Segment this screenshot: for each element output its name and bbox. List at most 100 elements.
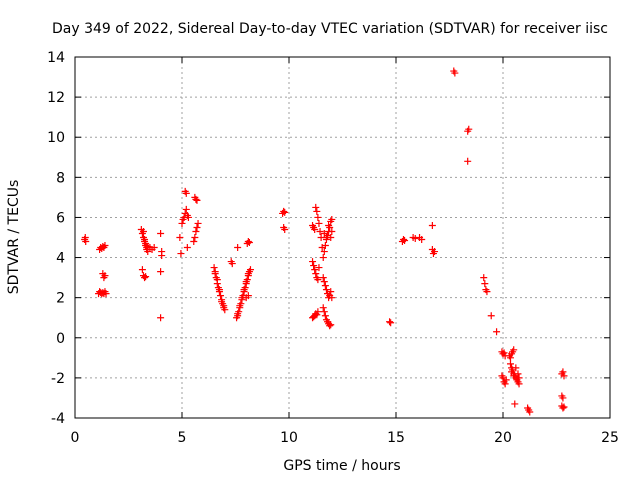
data-point	[315, 219, 323, 227]
data-point	[211, 268, 219, 276]
data-point	[500, 349, 508, 357]
data-point	[386, 318, 394, 326]
data-point	[234, 310, 242, 318]
data-point	[320, 308, 328, 316]
y-tick-label: 8	[56, 170, 65, 186]
data-point	[310, 262, 318, 270]
data-point	[319, 274, 327, 282]
data-point	[319, 254, 327, 262]
data-point	[218, 298, 226, 306]
data-point	[559, 394, 567, 402]
data-point	[508, 368, 516, 376]
data-point	[221, 306, 229, 314]
data-point	[502, 376, 510, 384]
data-point	[510, 346, 518, 354]
data-point	[280, 207, 288, 215]
data-point	[312, 203, 320, 211]
data-point	[191, 234, 199, 241]
data-point	[321, 312, 329, 320]
x-tick-label: 15	[387, 430, 405, 446]
data-point	[328, 215, 336, 223]
data-point	[240, 286, 248, 294]
data-point	[183, 244, 191, 252]
data-point	[515, 380, 523, 388]
data-point	[215, 286, 223, 294]
data-point	[399, 236, 407, 244]
data-point	[193, 196, 201, 204]
data-point	[559, 404, 567, 412]
data-point	[315, 264, 323, 272]
x-tick-label: 0	[71, 430, 80, 446]
data-point	[245, 239, 253, 247]
data-point	[320, 248, 328, 256]
data-point	[559, 368, 567, 376]
data-point	[314, 308, 322, 316]
data-point	[312, 270, 320, 278]
data-point	[244, 270, 252, 278]
x-tick-label: 20	[494, 430, 512, 446]
data-point	[322, 286, 330, 294]
data-point	[510, 372, 518, 380]
data-point	[514, 370, 522, 378]
data-point	[182, 189, 190, 197]
data-point	[184, 213, 192, 221]
data-point	[311, 225, 319, 233]
data-point	[190, 238, 198, 246]
y-tick-label: 14	[47, 50, 65, 66]
data-point	[138, 266, 146, 274]
data-point	[192, 227, 200, 235]
data-point	[242, 278, 250, 286]
data-point	[281, 208, 289, 216]
data-point	[506, 354, 514, 362]
data-point	[142, 273, 150, 281]
data-point	[428, 221, 436, 229]
data-point	[220, 302, 228, 310]
data-point	[193, 223, 201, 231]
data-point	[480, 274, 488, 282]
data-point	[82, 238, 90, 246]
data-point	[501, 380, 509, 388]
data-point	[325, 221, 333, 229]
data-point	[157, 314, 165, 322]
data-point	[102, 290, 110, 298]
data-point	[141, 236, 149, 244]
x-tick-label: 25	[601, 430, 619, 446]
data-point	[217, 292, 225, 300]
data-point	[177, 250, 185, 258]
data-point	[139, 227, 147, 235]
data-point	[515, 374, 523, 382]
data-point	[236, 302, 244, 310]
data-point	[451, 69, 459, 77]
data-point	[483, 288, 491, 296]
data-point	[210, 264, 218, 272]
data-point	[101, 272, 109, 280]
plot-border	[74, 56, 611, 419]
data-point	[465, 125, 473, 133]
data-point	[141, 274, 149, 282]
data-point	[431, 248, 439, 256]
data-point	[493, 328, 501, 336]
data-point	[526, 408, 534, 416]
data-point	[101, 242, 109, 250]
data-point	[319, 304, 327, 312]
data-point	[313, 207, 321, 215]
data-point	[511, 400, 519, 408]
data-point	[313, 311, 321, 319]
data-points	[81, 67, 568, 416]
y-axis-title: SDTVAR / TECUs	[6, 180, 22, 295]
data-point	[481, 280, 489, 288]
data-point	[560, 403, 568, 411]
data-point	[314, 276, 322, 284]
data-point	[464, 157, 472, 165]
y-tick-label: -4	[51, 411, 65, 427]
data-point	[314, 213, 322, 221]
data-point	[234, 244, 242, 252]
data-point	[316, 227, 324, 235]
data-point	[244, 238, 252, 246]
data-point	[320, 278, 328, 286]
data-point	[328, 294, 336, 302]
data-point	[157, 268, 165, 276]
data-point	[178, 219, 186, 227]
y-tick-label: 12	[47, 90, 65, 106]
